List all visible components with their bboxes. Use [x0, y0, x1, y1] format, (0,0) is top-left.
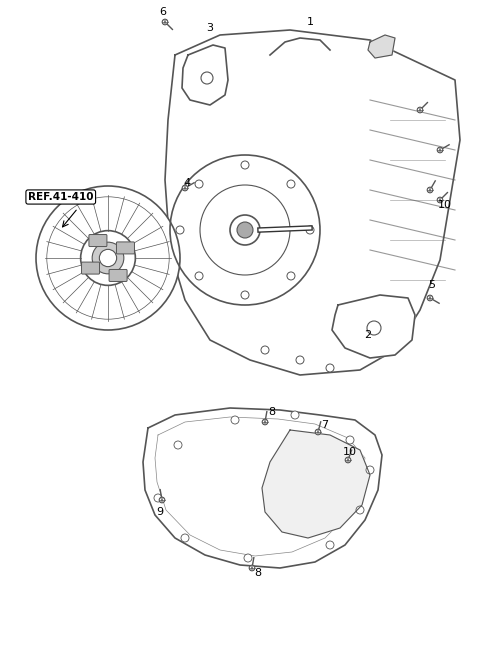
Circle shape: [182, 185, 188, 191]
Circle shape: [417, 107, 423, 113]
Circle shape: [366, 466, 374, 474]
Circle shape: [230, 215, 260, 245]
Text: 10: 10: [438, 200, 452, 210]
Text: 3: 3: [206, 23, 214, 33]
Circle shape: [244, 554, 252, 562]
Polygon shape: [332, 295, 415, 358]
Circle shape: [326, 364, 334, 372]
Circle shape: [159, 497, 165, 503]
Circle shape: [237, 222, 253, 238]
Polygon shape: [165, 30, 460, 375]
FancyBboxPatch shape: [89, 234, 107, 247]
Polygon shape: [182, 45, 228, 105]
Text: 1: 1: [307, 17, 313, 27]
Circle shape: [306, 226, 314, 234]
Circle shape: [287, 272, 295, 280]
Text: 5: 5: [429, 280, 435, 290]
Text: 8: 8: [268, 407, 276, 417]
Circle shape: [162, 19, 168, 25]
Circle shape: [287, 180, 295, 188]
Circle shape: [296, 356, 304, 364]
Circle shape: [367, 321, 381, 335]
Circle shape: [437, 197, 443, 203]
Text: 4: 4: [183, 178, 191, 188]
Text: REF.41-410: REF.41-410: [28, 192, 94, 202]
Text: 9: 9: [156, 507, 164, 517]
Circle shape: [99, 249, 117, 266]
Circle shape: [427, 295, 433, 301]
Circle shape: [81, 231, 135, 285]
Circle shape: [427, 187, 433, 193]
Circle shape: [346, 436, 354, 444]
Circle shape: [231, 416, 239, 424]
Polygon shape: [262, 430, 370, 538]
Circle shape: [437, 147, 443, 153]
Circle shape: [326, 541, 334, 549]
Circle shape: [92, 242, 124, 274]
Circle shape: [315, 429, 321, 435]
FancyBboxPatch shape: [109, 270, 127, 281]
Circle shape: [201, 72, 213, 84]
FancyBboxPatch shape: [117, 242, 134, 254]
Circle shape: [154, 494, 162, 502]
Text: 8: 8: [254, 568, 262, 578]
Circle shape: [47, 197, 169, 319]
Polygon shape: [143, 408, 382, 568]
Circle shape: [356, 506, 364, 514]
Circle shape: [262, 419, 268, 425]
Circle shape: [249, 565, 255, 571]
Polygon shape: [368, 35, 395, 58]
Circle shape: [36, 186, 180, 330]
Circle shape: [241, 161, 249, 169]
Circle shape: [345, 457, 351, 463]
Circle shape: [174, 441, 182, 449]
Circle shape: [176, 226, 184, 234]
Circle shape: [291, 411, 299, 419]
FancyBboxPatch shape: [82, 262, 99, 274]
Circle shape: [261, 346, 269, 354]
Circle shape: [181, 534, 189, 542]
Text: 10: 10: [343, 447, 357, 457]
Text: 2: 2: [364, 330, 372, 340]
Circle shape: [241, 291, 249, 299]
Text: 6: 6: [159, 7, 167, 17]
Circle shape: [195, 180, 203, 188]
Circle shape: [195, 272, 203, 280]
Text: 7: 7: [322, 420, 329, 430]
